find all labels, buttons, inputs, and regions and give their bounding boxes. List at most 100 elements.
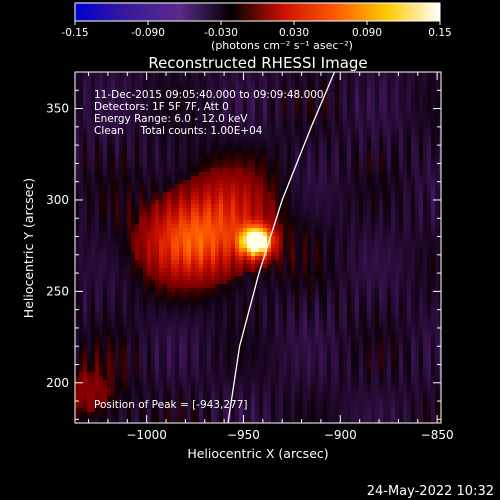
heatmap-cell (119, 136, 124, 141)
heatmap-cell (371, 240, 376, 245)
heatmap-cell (251, 240, 256, 245)
heatmap-cell (191, 168, 196, 173)
heatmap-cell (367, 96, 372, 101)
heatmap-cell (335, 268, 340, 273)
heatmap-cell (323, 236, 328, 241)
heatmap-cell (403, 80, 408, 85)
heatmap-cell (271, 244, 276, 249)
heatmap-cell (159, 240, 164, 245)
heatmap-cell (195, 256, 200, 261)
heatmap-cell (367, 72, 372, 77)
heatmap-cell (267, 84, 272, 89)
heatmap-cell (259, 156, 264, 161)
heatmap-cell (331, 192, 336, 197)
heatmap-cell (307, 84, 312, 89)
heatmap-cell (295, 200, 300, 205)
heatmap-cell (235, 112, 240, 117)
heatmap-cell (191, 212, 196, 217)
heatmap-cell (359, 220, 364, 225)
heatmap-cell (327, 220, 332, 225)
heatmap-cell (215, 260, 220, 265)
heatmap-cell (259, 276, 264, 281)
heatmap-cell (103, 228, 108, 233)
heatmap-cell (371, 184, 376, 189)
heatmap-cell (375, 212, 380, 217)
heatmap-cell (383, 240, 388, 245)
heatmap-cell (375, 172, 380, 177)
heatmap-cell (235, 144, 240, 149)
heatmap-cell (251, 188, 256, 193)
heatmap-cell (427, 136, 432, 141)
heatmap-cell (279, 144, 284, 149)
heatmap-cell (351, 208, 356, 213)
heatmap-cell (171, 228, 176, 233)
heatmap-cell (295, 196, 300, 201)
heatmap-cell (131, 140, 136, 145)
heatmap-cell (363, 112, 368, 117)
heatmap-cell (243, 92, 248, 97)
heatmap-cell (203, 244, 208, 249)
heatmap-cell (395, 276, 400, 281)
heatmap-cell (159, 256, 164, 261)
heatmap-cell (255, 140, 260, 145)
heatmap-cell (239, 100, 244, 105)
heatmap-cell (363, 188, 368, 193)
heatmap-cell (435, 128, 440, 133)
heatmap-cell (127, 216, 132, 221)
heatmap-cell (347, 280, 352, 285)
heatmap-cell (147, 220, 152, 225)
heatmap-cell (207, 220, 212, 225)
heatmap-cell (251, 232, 256, 237)
heatmap-cell (415, 236, 420, 241)
heatmap-cell (399, 260, 404, 265)
heatmap-cell (83, 172, 88, 177)
heatmap-cell (327, 244, 332, 249)
heatmap-cell (263, 200, 268, 205)
heatmap-cell (351, 136, 356, 141)
heatmap-cell (399, 268, 404, 273)
heatmap-cell (211, 176, 216, 181)
heatmap-cell (183, 148, 188, 153)
heatmap-cell (191, 192, 196, 197)
heatmap-cell (387, 256, 392, 261)
heatmap-cell (291, 280, 296, 285)
heatmap-cell (315, 196, 320, 201)
heatmap-cell (167, 128, 172, 133)
heatmap-cell (135, 224, 140, 229)
heatmap-cell (199, 164, 204, 169)
heatmap-cell (247, 120, 252, 125)
heatmap-cell (347, 184, 352, 189)
heatmap-cell (363, 216, 368, 221)
heatmap-cell (379, 268, 384, 273)
heatmap-cell (219, 92, 224, 97)
heatmap-cell (327, 236, 332, 241)
heatmap-cell (431, 268, 436, 273)
heatmap-cell (111, 140, 116, 145)
heatmap-cell (411, 248, 416, 253)
heatmap-cell (207, 180, 212, 185)
heatmap-cell (163, 108, 168, 113)
heatmap-cell (95, 284, 100, 289)
heatmap-cell (167, 76, 172, 81)
heatmap-cell (423, 264, 428, 269)
heatmap-cell (143, 232, 148, 237)
heatmap-cell (223, 216, 228, 221)
heatmap-cell (83, 232, 88, 237)
heatmap-cell (331, 264, 336, 269)
heatmap-cell (203, 260, 208, 265)
heatmap-cell (179, 236, 184, 241)
heatmap-cell (411, 132, 416, 137)
heatmap-cell (391, 80, 396, 85)
heatmap-cell (307, 72, 312, 77)
heatmap-cell (411, 228, 416, 233)
heatmap-cell (355, 180, 360, 185)
heatmap-cell (419, 184, 424, 189)
heatmap-cell (139, 140, 144, 145)
heatmap-cell (95, 104, 100, 109)
heatmap-cell (211, 284, 216, 289)
heatmap-cell (275, 192, 280, 197)
heatmap-cell (283, 168, 288, 173)
heatmap-cell (139, 216, 144, 221)
heatmap-cell (187, 84, 192, 89)
heatmap-cell (107, 252, 112, 257)
